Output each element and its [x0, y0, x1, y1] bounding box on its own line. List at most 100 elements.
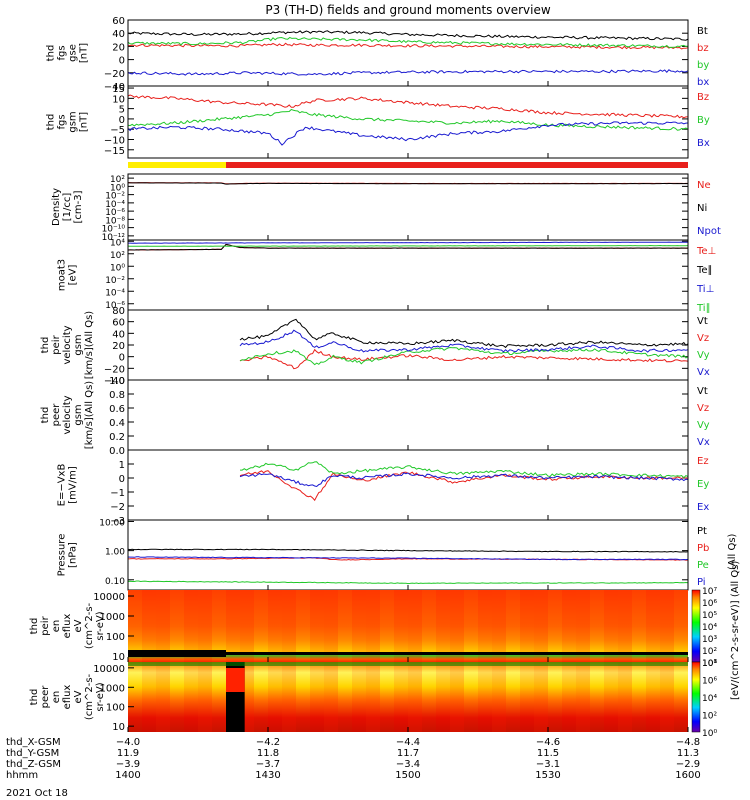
spectrogram-column — [198, 590, 212, 662]
y-axis-label: peer — [51, 403, 62, 427]
legend-entry: by — [697, 60, 709, 71]
y-axis-label: gsm — [73, 334, 84, 355]
spectrogram-column — [338, 590, 352, 662]
y-axis-label: thd — [29, 689, 40, 706]
y-tick-label: 80 — [112, 306, 125, 317]
plot-area — [128, 240, 688, 310]
series-line-fgs-2 — [127, 36, 688, 48]
spectrogram-column — [156, 662, 170, 732]
legend-entry: By — [697, 115, 710, 126]
spectrogram-column — [534, 590, 548, 662]
y-tick-label: 10000 — [93, 592, 125, 603]
y-axis-label: thd — [29, 618, 40, 635]
y-axis-label: [eV] — [68, 265, 79, 286]
y-tick-label: 0.6 — [109, 404, 125, 415]
footer-value: 1430 — [255, 770, 280, 781]
spectrogram-column — [282, 590, 296, 662]
series-line-fgs-3 — [127, 69, 689, 76]
y-tick-label: 10 — [112, 722, 125, 733]
spectrogram-column — [184, 590, 198, 662]
y-axis-label: en — [51, 691, 62, 704]
y-axis-label: thd — [40, 407, 51, 424]
y-tick-label: 10⁻⁴ — [105, 200, 125, 210]
y-axis-label: [nT] — [79, 43, 90, 63]
plot-area — [128, 380, 688, 450]
plot-area — [128, 520, 688, 590]
colorbar — [691, 589, 701, 663]
series-line-efield-2 — [239, 472, 689, 488]
spectrogram-column — [254, 590, 268, 662]
y-axis-label: [km/s](All Qs) — [84, 311, 95, 379]
colorbar-tick-label: 10² — [702, 712, 717, 722]
status-segment-yellow — [128, 162, 226, 168]
legend-entry: Te⊥ — [696, 246, 716, 257]
series-line-fgs-1 — [127, 42, 689, 50]
legend-entry: Bx — [697, 138, 710, 149]
legend-entry: Vy — [697, 350, 710, 361]
footer-value: −3.7 — [256, 759, 280, 770]
spectrogram-column — [450, 662, 464, 732]
y-tick-label: 40 — [112, 329, 125, 340]
y-tick-label: 20 — [112, 341, 125, 352]
y-axis-label: velocity — [62, 395, 73, 434]
low-energy-band — [226, 652, 688, 655]
panel-peer_eflux: 10 100 1000 10000 10⁰ 10² 10⁴ 10⁶ 10⁸ thd peer en ef… — [29, 659, 717, 739]
spectrogram-column — [562, 590, 576, 662]
y-tick-label: 0.2 — [109, 432, 125, 443]
spectrogram-column — [226, 590, 240, 662]
spectrogram-column — [660, 662, 674, 732]
footer-value: 11.3 — [677, 748, 699, 759]
y-tick-label: 1.0 — [109, 376, 125, 387]
legend-entry: Ni — [697, 203, 707, 214]
y-axis-label: eV — [73, 619, 84, 632]
y-axis-label: [cm-3] — [73, 190, 84, 223]
legend-entry: Vx — [697, 437, 710, 448]
y-tick-label: −40 — [104, 82, 125, 93]
y-axis-label: thd — [46, 45, 57, 62]
spectrogram-column — [618, 662, 632, 732]
spectrogram-column — [618, 590, 632, 662]
spectrogram-column — [128, 662, 142, 732]
series-line-fgs_gsm-0 — [127, 94, 688, 119]
y-tick-label: −40 — [104, 376, 125, 387]
panel-pressure: 0.10 1.00 10.00 Pt Pb Pe Pi (All Qs) Pressure [nP… — [57, 518, 738, 591]
spectrogram-column — [142, 590, 156, 662]
y-tick-label: 100 — [106, 703, 125, 714]
footer-value: −4.8 — [676, 737, 700, 748]
y-axis-label: sr-eV) — [95, 682, 106, 711]
y-axis-label: velocity — [62, 325, 73, 364]
legend-entry: Ez — [697, 456, 709, 467]
colorbar-tick-label: 10³ — [702, 635, 717, 645]
spectrogram-column — [520, 590, 534, 662]
footer-value: −2.9 — [676, 759, 700, 770]
legend-entry: Bz — [697, 92, 709, 103]
spectrogram-column — [520, 662, 534, 732]
spectrogram-column — [198, 662, 212, 732]
spectrogram-column — [478, 590, 492, 662]
y-axis-label: thd — [46, 114, 57, 131]
series-line-peir_velocity-3 — [239, 329, 689, 353]
colorbar-label: [eV/(cm^2-s-sr-eV)] (All Qs) — [730, 561, 741, 700]
status-bar — [128, 162, 688, 168]
spectrogram-column — [366, 662, 380, 732]
y-tick-label: 10.00 — [99, 518, 125, 528]
y-axis-label: Density — [51, 188, 62, 226]
footer-value: −4.4 — [396, 737, 420, 748]
series-line-peir_velocity-0 — [239, 318, 689, 349]
y-tick-label: −20 — [104, 364, 125, 375]
y-axis-label: [1/cc] — [62, 193, 73, 222]
footer-value: −3.4 — [396, 759, 420, 770]
spectrogram-column — [632, 662, 646, 732]
y-tick-label: 10000 — [93, 664, 125, 675]
panel-efield: −2 −1 0 1 −3 Ez Ey Ex E=−VxB [mV/m] — [57, 449, 709, 527]
spectrogram-column — [646, 590, 660, 662]
y-tick-label: 10⁻¹² — [102, 233, 126, 243]
y-tick-label: −2 — [110, 502, 125, 513]
y-tick-label: 10⁰ — [110, 263, 125, 273]
footer-row-label: thd_X-GSM — [6, 737, 61, 748]
legend-entry: Bt — [697, 26, 708, 37]
figure-title: P3 (TH-D) fields and ground moments over… — [265, 3, 550, 17]
y-axis-label: E=−VxB — [57, 464, 68, 507]
footer-value: 1500 — [395, 770, 420, 781]
spectrogram-column — [422, 662, 436, 732]
